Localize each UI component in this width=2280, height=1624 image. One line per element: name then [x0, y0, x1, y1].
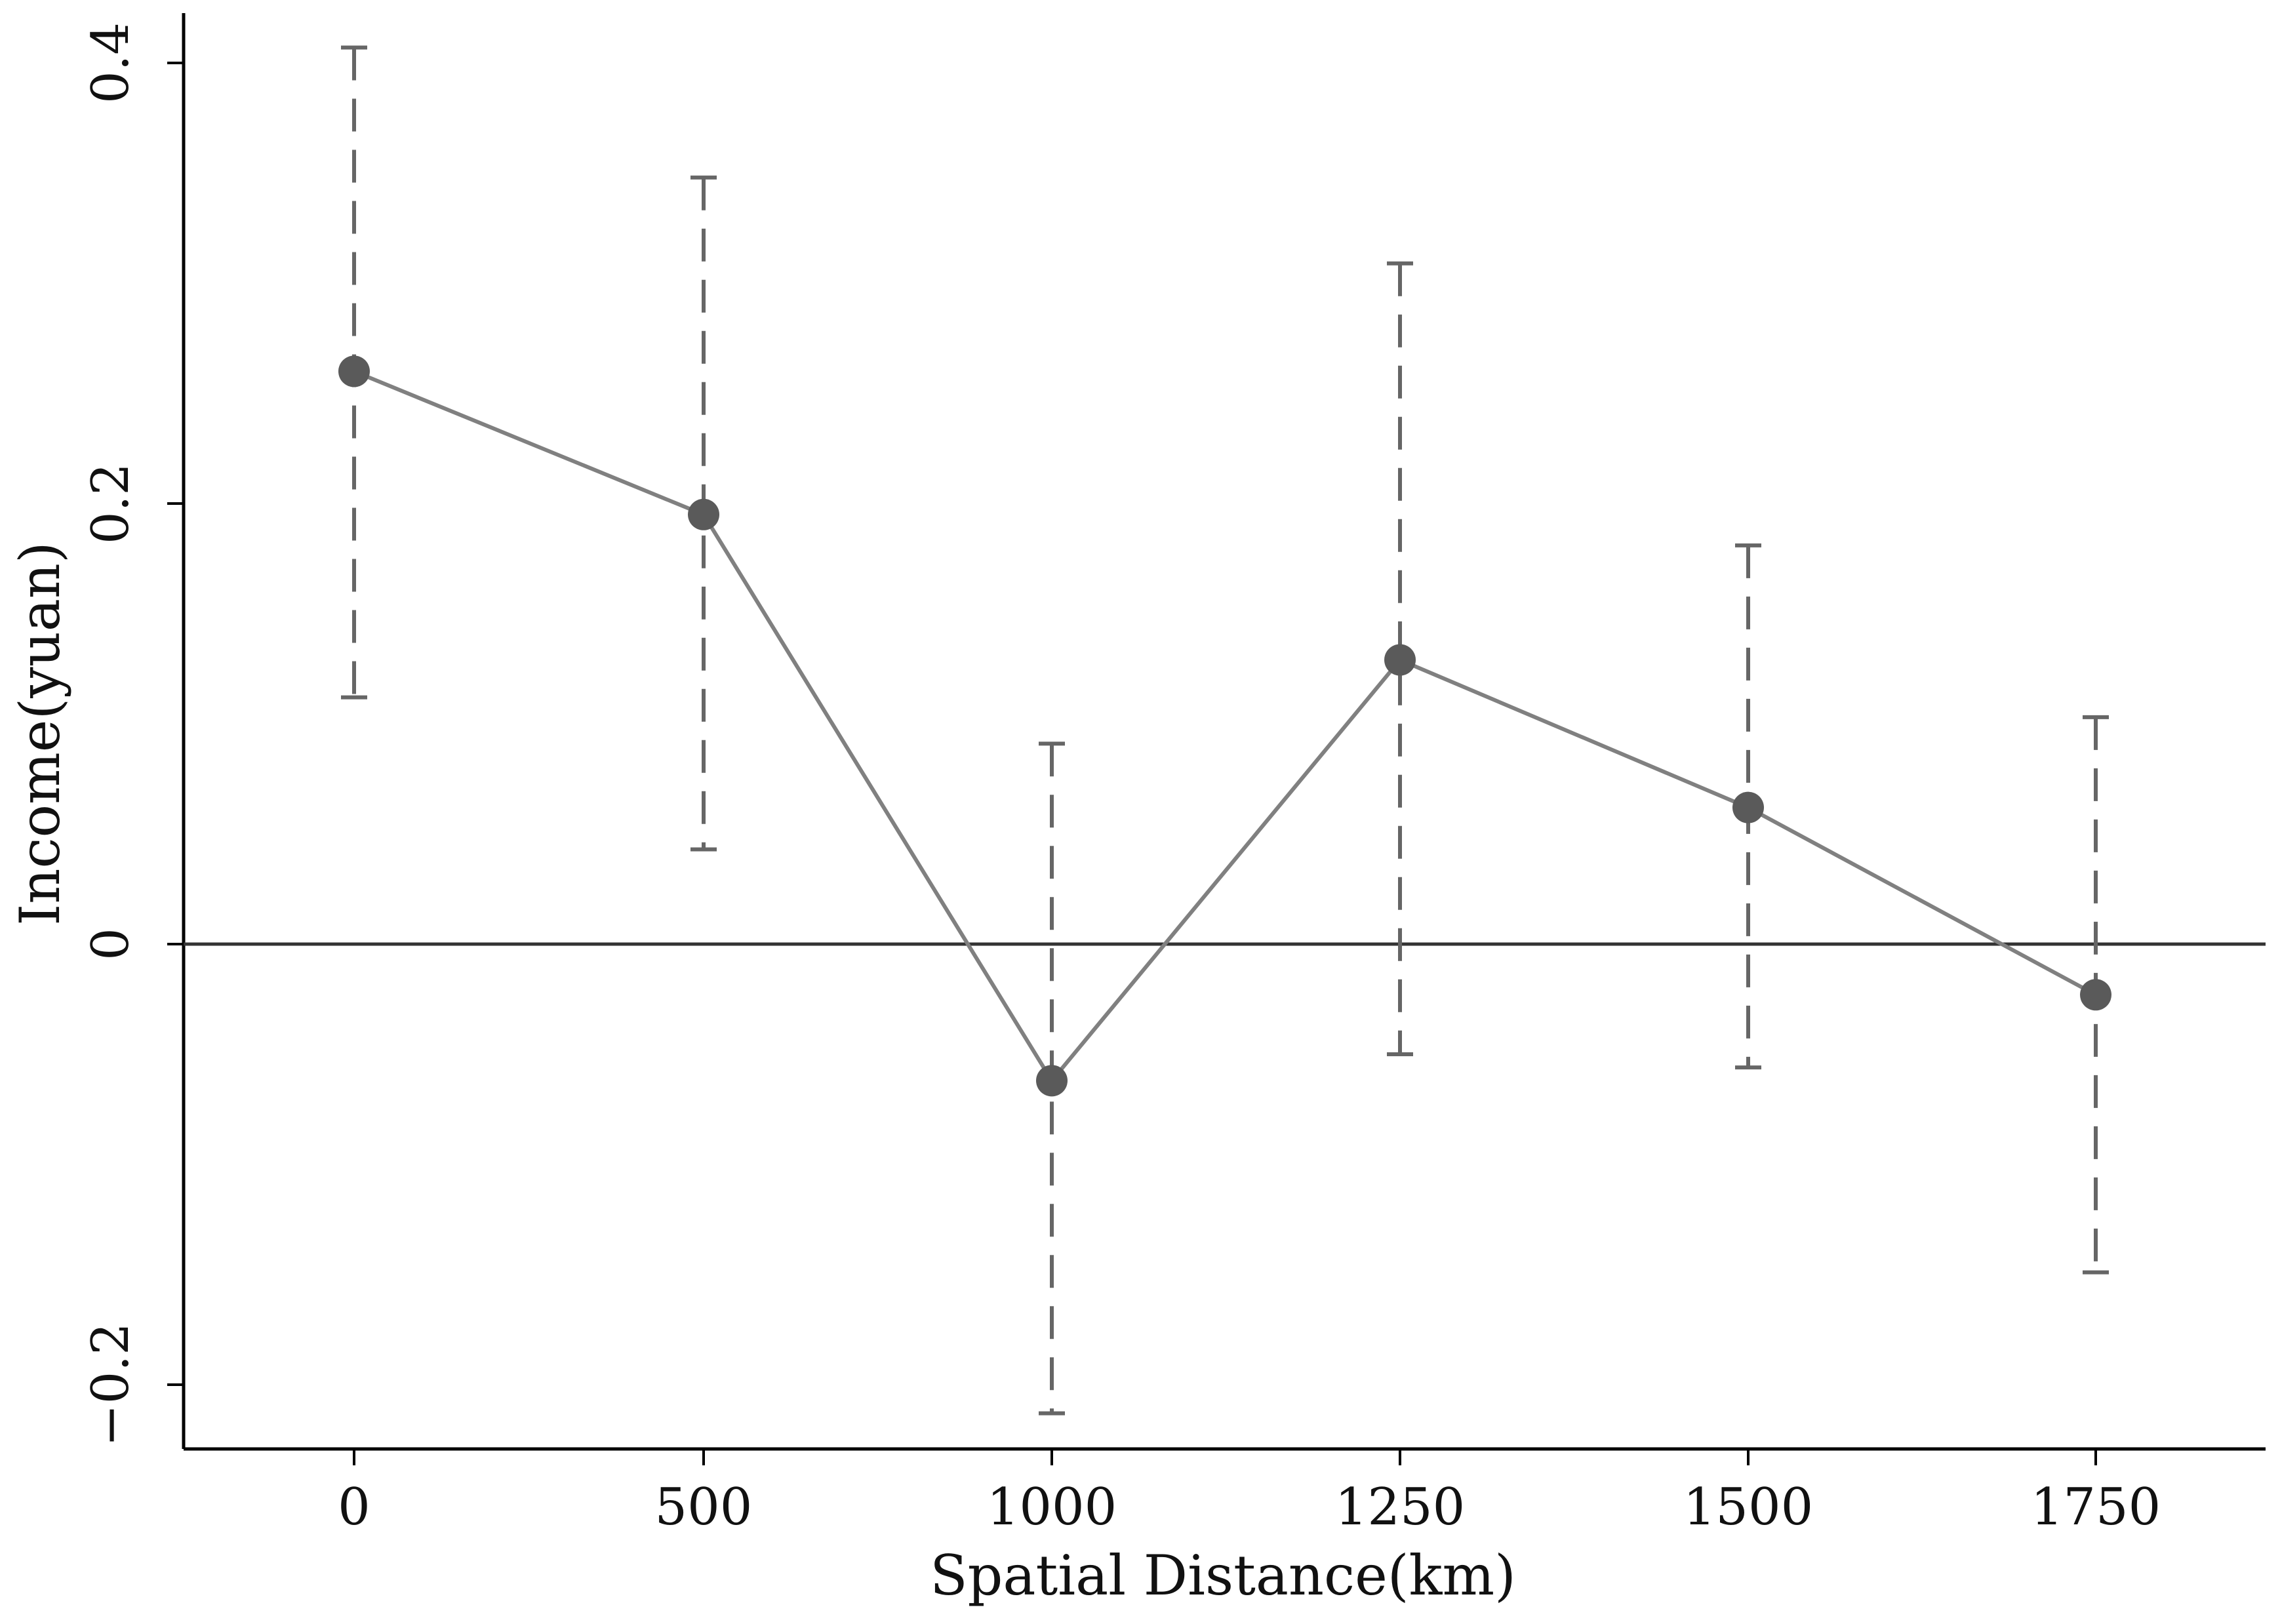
- x-tick-label: 1250: [1335, 1478, 1466, 1537]
- plot-area: −0.2 0 0.2 0.4 0 500 1000 1250 1500 1750: [81, 13, 2266, 1537]
- x-tick-label: 1750: [2031, 1478, 2161, 1537]
- y-axis-title: Income(yuan): [8, 542, 72, 926]
- x-axis-title: Spatial Distance(km): [930, 1543, 1516, 1608]
- data-point: [1732, 791, 1764, 823]
- data-point: [2080, 979, 2111, 1011]
- x-tick-label: 1000: [987, 1478, 1117, 1537]
- y-tick-label: 0.2: [81, 463, 140, 544]
- x-tick-label: 0: [338, 1478, 370, 1537]
- data-point: [688, 498, 719, 530]
- y-tick-label: 0: [81, 928, 140, 961]
- x-tick-label: 500: [655, 1478, 753, 1537]
- series-line: [353, 369, 2097, 1084]
- data-point: [338, 355, 370, 387]
- y-tick-label: −0.2: [81, 1322, 140, 1446]
- x-tick-label: 1500: [1683, 1478, 1814, 1537]
- y-tick-label: 0.4: [81, 22, 140, 104]
- data-point: [1384, 644, 1416, 676]
- data-point: [1036, 1065, 1068, 1097]
